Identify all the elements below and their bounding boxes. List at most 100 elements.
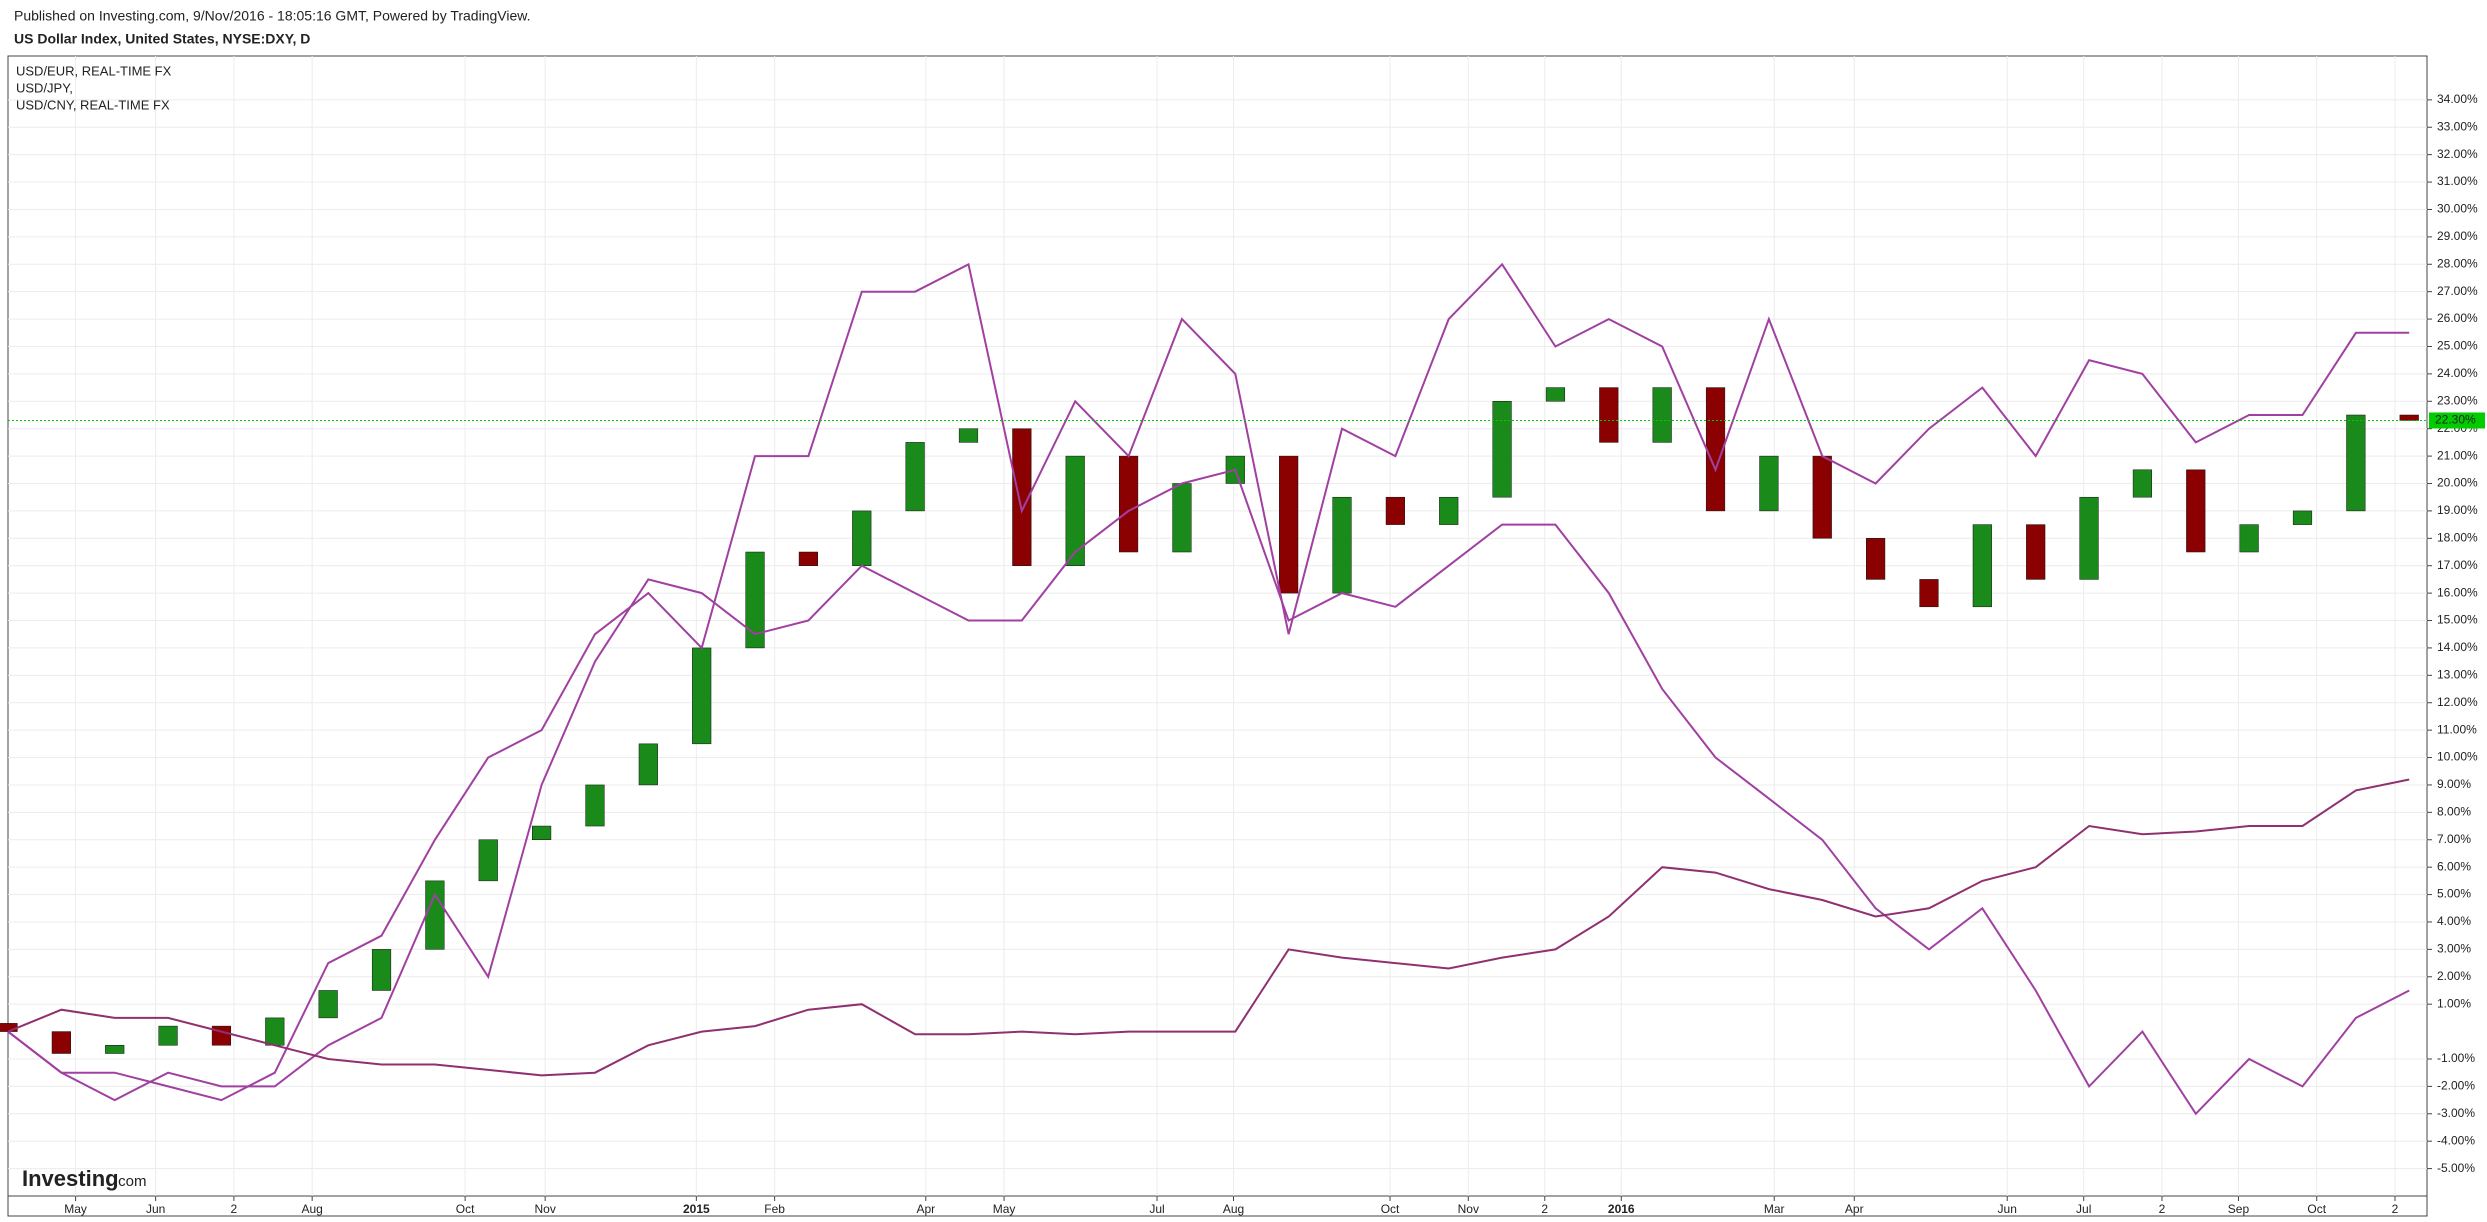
candle: [158, 1025, 178, 1046]
candle: [1118, 455, 1139, 553]
y-tick-label: 31.00%: [2437, 174, 2478, 188]
y-tick-label: 3.00%: [2437, 942, 2471, 956]
x-tick-label: Oct: [2307, 1202, 2326, 1216]
candle: [1652, 387, 1672, 443]
x-tick-label: Nov: [534, 1202, 555, 1216]
candle: [1279, 455, 1299, 594]
y-tick-label: 13.00%: [2437, 667, 2478, 681]
y-tick-label: 5.00%: [2437, 887, 2471, 901]
y-tick-label: 6.00%: [2437, 859, 2471, 873]
x-tick-label: May: [993, 1202, 1016, 1216]
candle: [1492, 401, 1512, 498]
logo-suffix: .com: [114, 1173, 147, 1190]
y-tick-label: 2.00%: [2437, 969, 2471, 983]
candle: [265, 1017, 285, 1046]
y-tick-label: 21.00%: [2437, 448, 2478, 462]
y-tick-label: 4.00%: [2437, 914, 2471, 928]
x-tick-label: Nov: [1458, 1202, 1479, 1216]
y-tick-label: 7.00%: [2437, 832, 2471, 846]
y-tick-label: -1.00%: [2437, 1051, 2475, 1065]
y-tick-label: 20.00%: [2437, 476, 2478, 490]
y-tick-label: 8.00%: [2437, 805, 2471, 819]
x-tick-label: 2: [1541, 1202, 1548, 1216]
series-line: [7, 778, 2410, 1077]
y-tick-label: 15.00%: [2437, 613, 2478, 627]
y-tick-label: 11.00%: [2437, 722, 2477, 736]
candle: [2079, 496, 2099, 580]
x-tick-label: May: [64, 1202, 87, 1216]
y-tick-label: 10.00%: [2437, 750, 2478, 764]
labels: 34.00%33.00%32.00%31.00%30.00%29.00%28.0…: [16, 63, 2485, 1216]
candle: [585, 784, 605, 827]
y-tick-label: 34.00%: [2437, 92, 2478, 106]
candle: [425, 880, 445, 950]
y-tick-label: 1.00%: [2437, 996, 2471, 1010]
legend-entry: USD/CNY, REAL-TIME FX: [16, 97, 170, 112]
y-tick-label: -2.00%: [2437, 1079, 2475, 1093]
y-tick-label: 9.00%: [2437, 777, 2471, 791]
x-tick-label: Sep: [2228, 1202, 2250, 1216]
last-value-badge: [2429, 412, 2485, 429]
x-tick-label: Mar: [1764, 1202, 1785, 1216]
chart-title: US Dollar Index, United States, NYSE:DXY…: [14, 31, 310, 47]
x-tick-label: Jun: [146, 1202, 165, 1216]
x-tick-label: Apr: [1845, 1202, 1864, 1216]
y-tick-label: 29.00%: [2437, 229, 2478, 243]
candle: [2132, 469, 2152, 498]
y-tick-label: -5.00%: [2437, 1161, 2475, 1175]
last-value-label: 22.30%: [2435, 413, 2476, 427]
candle: [2026, 524, 2046, 580]
y-tick-label: 12.00%: [2437, 695, 2478, 709]
plot-frame: [7, 55, 2428, 1217]
candle: [105, 1045, 125, 1054]
x-tick-label: 2: [2392, 1202, 2399, 1216]
y-tick-label: -4.00%: [2437, 1133, 2475, 1147]
candle: [1385, 496, 1405, 525]
candle: [1812, 455, 1832, 539]
candle: [2186, 469, 2206, 553]
x-tick-label: Jul: [2076, 1202, 2091, 1216]
x-tick-label: 2: [2159, 1202, 2166, 1216]
candle: [2346, 414, 2366, 512]
x-tick-label: Apr: [916, 1202, 935, 1216]
candle: [532, 825, 552, 841]
candle: [1599, 387, 1619, 443]
published-note: Published on Investing.com, 9/Nov/2016 -…: [14, 8, 530, 24]
y-tick-label: 33.00%: [2437, 119, 2478, 133]
y-tick-label: 30.00%: [2437, 202, 2478, 216]
y-tick-label: 14.00%: [2437, 640, 2478, 654]
y-tick-label: 18.00%: [2437, 530, 2478, 544]
candle: [1172, 483, 1192, 553]
candle: [1972, 524, 1992, 608]
candle: [798, 551, 818, 566]
candle: [2399, 414, 2419, 421]
x-tick-label: 2016: [1608, 1202, 1635, 1216]
candle: [51, 1031, 71, 1054]
y-tick-label: 16.00%: [2437, 585, 2478, 599]
candle: [371, 949, 392, 991]
x-tick-label: Aug: [301, 1202, 322, 1216]
y-tick-label: 32.00%: [2437, 147, 2478, 161]
candle: [852, 510, 872, 566]
candle: [1065, 455, 1085, 566]
legend-entry: USD/JPY,: [16, 80, 73, 95]
y-tick-label: 19.00%: [2437, 503, 2478, 517]
candle: [1866, 538, 1886, 580]
candle: [745, 551, 765, 649]
candle: [638, 743, 658, 786]
candle: [1012, 428, 1032, 566]
candle: [692, 647, 712, 745]
candle: [2292, 510, 2313, 525]
x-tick-label: Jun: [1998, 1202, 2017, 1216]
y-tick-label: 17.00%: [2437, 558, 2478, 572]
y-tick-label: -3.00%: [2437, 1106, 2475, 1120]
candle: [478, 839, 498, 882]
candle: [905, 442, 925, 512]
candle: [1332, 496, 1352, 594]
grid: [8, 56, 2432, 1201]
series-line: [7, 262, 2410, 1102]
candle: [318, 990, 338, 1019]
x-tick-label: Aug: [1223, 1202, 1244, 1216]
